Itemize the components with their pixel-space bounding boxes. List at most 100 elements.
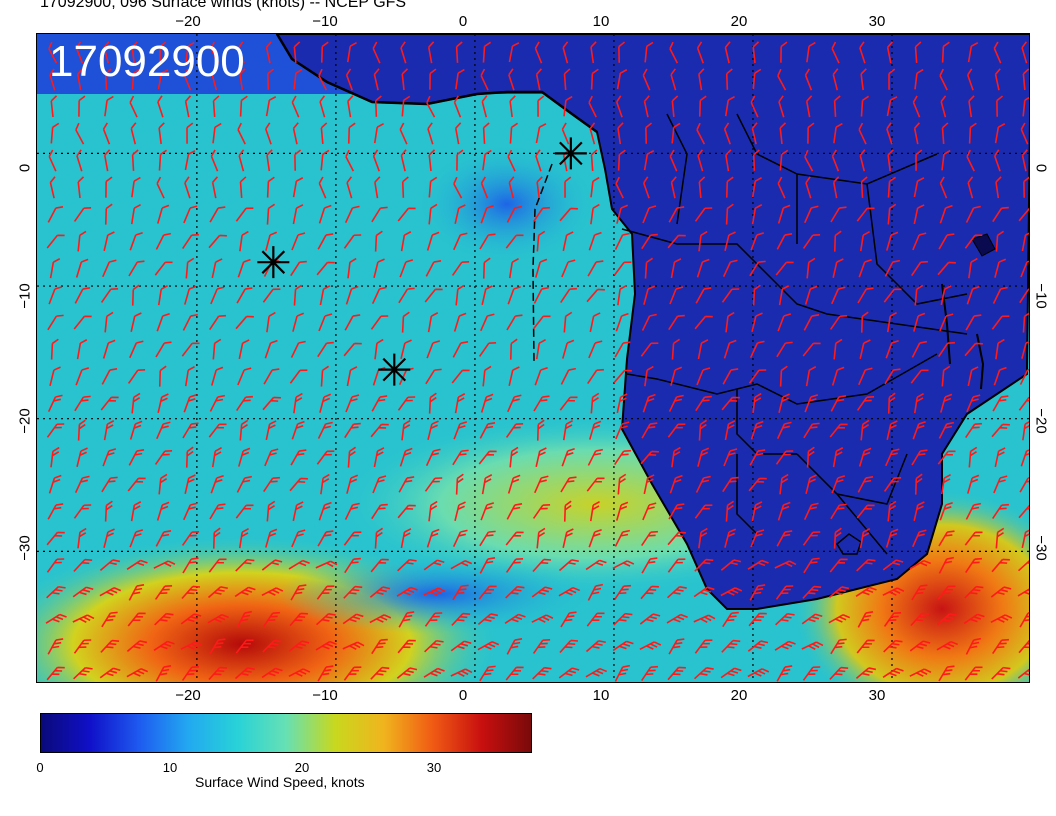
wind-barb bbox=[291, 95, 300, 118]
wind-barb bbox=[184, 176, 191, 199]
wind-barb bbox=[429, 68, 437, 90]
wind-map bbox=[37, 34, 1029, 682]
wind-barb bbox=[156, 501, 170, 521]
wind-barb bbox=[99, 587, 122, 597]
wind-barb bbox=[126, 668, 149, 678]
wind-barb bbox=[398, 611, 415, 628]
wind-barb bbox=[293, 392, 303, 414]
wind-barb bbox=[532, 504, 551, 519]
wind-barb bbox=[129, 232, 143, 251]
colorbar-tick: 10 bbox=[162, 760, 178, 775]
wind-barb bbox=[614, 449, 631, 466]
wind-barb bbox=[585, 559, 607, 571]
wind-barb bbox=[968, 257, 978, 279]
wind-barb bbox=[73, 207, 92, 222]
wind-barb bbox=[46, 234, 65, 249]
wind-barb bbox=[504, 613, 526, 624]
wind-barb bbox=[264, 339, 278, 359]
wind-barb bbox=[1021, 528, 1029, 549]
wind-barb bbox=[157, 95, 164, 118]
wind-barb bbox=[453, 232, 468, 251]
wind-barb bbox=[965, 205, 981, 223]
wind-barb bbox=[938, 556, 954, 574]
wind-barb bbox=[455, 284, 465, 306]
colorbar-label: Surface Wind Speed, knots bbox=[195, 774, 365, 790]
wind-barb bbox=[293, 41, 301, 64]
wind-barb bbox=[535, 68, 543, 91]
wind-barb bbox=[645, 122, 653, 144]
map-panel[interactable]: 17092900 bbox=[36, 33, 1030, 683]
wind-barb bbox=[833, 230, 842, 252]
wind-barb bbox=[669, 149, 678, 172]
wind-barb bbox=[994, 68, 1001, 91]
wind-barb bbox=[103, 231, 115, 252]
wind-barb bbox=[155, 664, 172, 682]
wind-barb bbox=[73, 666, 93, 680]
wind-barb bbox=[910, 612, 930, 627]
wind-barb bbox=[182, 313, 198, 331]
wind-barb bbox=[940, 95, 947, 118]
wind-barb bbox=[427, 41, 435, 64]
wind-barb bbox=[860, 176, 868, 198]
wind-barb bbox=[130, 203, 141, 225]
wind-barb bbox=[211, 446, 222, 468]
wind-barb bbox=[181, 342, 200, 357]
wind-barb bbox=[721, 288, 740, 303]
wind-barb bbox=[234, 586, 256, 598]
wind-barb bbox=[266, 203, 276, 225]
wind-barb bbox=[964, 531, 983, 546]
wind-barb bbox=[939, 393, 953, 413]
wind-barb bbox=[693, 614, 716, 624]
wind-barb bbox=[207, 613, 229, 624]
wind-barb bbox=[804, 394, 819, 413]
wind-barb bbox=[614, 341, 631, 358]
wind-barb bbox=[562, 231, 574, 252]
wind-barb bbox=[265, 41, 272, 64]
wind-barb bbox=[993, 366, 1007, 386]
wind-barb bbox=[509, 338, 518, 360]
wind-barb bbox=[913, 392, 924, 414]
wind-barb bbox=[752, 41, 760, 64]
wind-barb bbox=[317, 530, 334, 547]
wind-barb bbox=[749, 260, 766, 277]
wind-barb bbox=[640, 342, 659, 357]
wind-barb bbox=[859, 528, 871, 549]
wind-barb bbox=[856, 504, 875, 519]
wind-barb bbox=[912, 95, 921, 118]
wind-barb bbox=[75, 367, 90, 386]
wind-barb bbox=[343, 666, 362, 681]
wind-barb bbox=[725, 149, 732, 172]
wind-barb bbox=[72, 586, 94, 598]
wind-barb bbox=[292, 312, 305, 332]
wind-barb bbox=[343, 585, 363, 599]
wind-barb bbox=[534, 367, 548, 386]
wind-barb bbox=[752, 68, 762, 90]
wind-barb bbox=[887, 149, 894, 172]
wind-barb bbox=[832, 176, 840, 199]
wind-barb bbox=[290, 584, 307, 601]
wind-barb bbox=[829, 666, 849, 680]
wind-barb bbox=[481, 474, 493, 495]
wind-barb bbox=[288, 559, 310, 570]
wind-barb bbox=[910, 369, 929, 384]
wind-barb bbox=[967, 176, 974, 199]
wind-barb bbox=[589, 122, 596, 145]
wind-barb bbox=[641, 665, 658, 682]
lon-tick-top: 30 bbox=[868, 13, 886, 30]
wind-barb bbox=[802, 531, 821, 546]
wind-barb bbox=[562, 41, 569, 64]
colorbar-tick: 20 bbox=[294, 760, 310, 775]
wind-barb bbox=[670, 366, 683, 386]
wind-barb bbox=[50, 338, 59, 360]
wind-barb bbox=[750, 420, 764, 440]
wind-barb bbox=[668, 394, 684, 412]
wind-barb bbox=[831, 41, 840, 64]
wind-barb bbox=[1022, 311, 1029, 333]
wind-barb bbox=[506, 502, 523, 520]
wind-barb bbox=[343, 342, 362, 357]
wind-barb bbox=[697, 447, 710, 467]
wind-barb bbox=[669, 474, 683, 494]
wind-barb bbox=[747, 668, 770, 678]
wind-barb bbox=[131, 68, 141, 90]
wind-barb bbox=[454, 122, 462, 145]
